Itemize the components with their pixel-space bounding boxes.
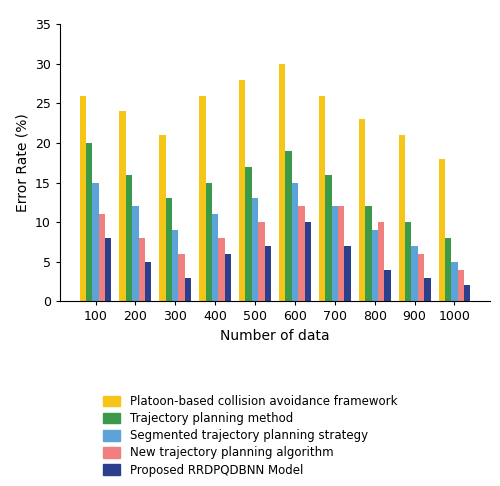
Bar xyxy=(105,238,112,301)
Bar xyxy=(126,174,132,301)
Bar xyxy=(326,174,332,301)
Bar xyxy=(239,80,246,301)
Bar xyxy=(160,135,166,301)
Bar xyxy=(405,222,411,301)
Bar xyxy=(452,262,458,301)
Bar xyxy=(145,262,152,301)
Bar xyxy=(464,285,470,301)
Bar xyxy=(132,207,138,301)
Bar xyxy=(92,183,98,301)
Bar xyxy=(418,254,424,301)
Bar xyxy=(138,238,145,301)
Bar xyxy=(445,238,452,301)
Bar xyxy=(372,230,378,301)
Bar xyxy=(279,64,285,301)
Bar xyxy=(286,151,292,301)
Bar xyxy=(206,183,212,301)
Bar xyxy=(178,254,185,301)
Bar xyxy=(199,96,205,301)
Bar xyxy=(338,207,344,301)
Bar xyxy=(344,246,351,301)
Bar xyxy=(224,254,231,301)
Bar xyxy=(80,96,86,301)
Bar xyxy=(292,183,298,301)
Bar xyxy=(218,238,224,301)
Bar xyxy=(86,143,92,301)
Bar xyxy=(252,198,258,301)
Bar xyxy=(246,167,252,301)
Bar xyxy=(438,159,445,301)
Bar xyxy=(319,96,326,301)
Bar xyxy=(412,246,418,301)
Bar xyxy=(166,198,172,301)
Bar xyxy=(332,207,338,301)
Bar xyxy=(98,214,105,301)
Bar xyxy=(212,214,218,301)
Bar xyxy=(258,222,264,301)
Bar xyxy=(185,278,191,301)
Bar xyxy=(120,111,126,301)
Bar xyxy=(298,207,304,301)
Bar xyxy=(458,270,464,301)
Bar xyxy=(384,270,390,301)
Y-axis label: Error Rate (%): Error Rate (%) xyxy=(16,113,30,212)
X-axis label: Number of data: Number of data xyxy=(220,329,330,343)
Bar xyxy=(424,278,430,301)
Bar xyxy=(304,222,311,301)
Legend: Platoon-based collision avoidance framework, Trajectory planning method, Segment: Platoon-based collision avoidance framew… xyxy=(99,392,401,480)
Bar xyxy=(264,246,271,301)
Bar xyxy=(365,207,372,301)
Bar xyxy=(398,135,405,301)
Bar xyxy=(359,119,365,301)
Bar xyxy=(172,230,178,301)
Bar xyxy=(378,222,384,301)
